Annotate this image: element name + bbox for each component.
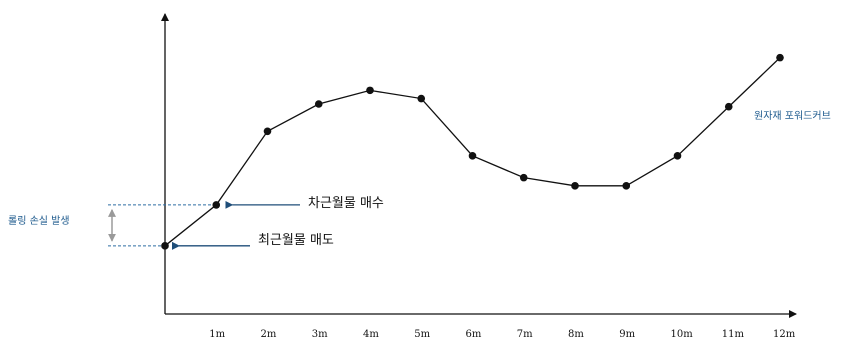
data-point — [468, 152, 477, 160]
x-tick-label: 11m — [722, 329, 745, 340]
buy-annotation-label: 차근월물 매수 — [308, 196, 384, 211]
data-point — [417, 94, 426, 103]
forward-curve-points — [161, 53, 784, 250]
x-tick-label: 6m — [466, 329, 482, 340]
data-point — [212, 201, 221, 209]
rolling-loss-label: 롤링 손실 발생 — [8, 215, 70, 227]
series-label: 원자재 포워드커브 — [754, 109, 831, 122]
x-tick-label: 1m — [209, 329, 225, 340]
data-point — [673, 152, 682, 160]
forward-curve-line — [164, 57, 781, 247]
data-point — [571, 182, 579, 190]
data-point — [519, 173, 528, 182]
data-point — [622, 182, 631, 190]
x-tick-label: 2m — [261, 329, 277, 340]
data-point — [366, 86, 374, 95]
x-tick-label: 9m — [619, 329, 635, 340]
x-tick-label: 8m — [568, 329, 584, 340]
data-point — [724, 102, 733, 111]
x-tick-label: 5m — [414, 329, 430, 340]
data-point — [263, 127, 272, 136]
x-tick-label: 7m — [517, 329, 533, 340]
data-point — [776, 53, 784, 62]
data-point — [161, 242, 169, 250]
x-tick-label: 4m — [363, 329, 379, 340]
x-tick-label: 12m — [773, 329, 796, 340]
data-point — [314, 100, 323, 108]
x-tick-label: 3m — [312, 329, 328, 340]
sell-annotation-label: 최근월물 매도 — [258, 233, 334, 248]
x-axis-ticks: 1m 2m 3m 4m 5m 6m 7m 8m 9m 10m 11m 12m — [209, 329, 795, 340]
x-tick-label: 10m — [671, 329, 694, 340]
